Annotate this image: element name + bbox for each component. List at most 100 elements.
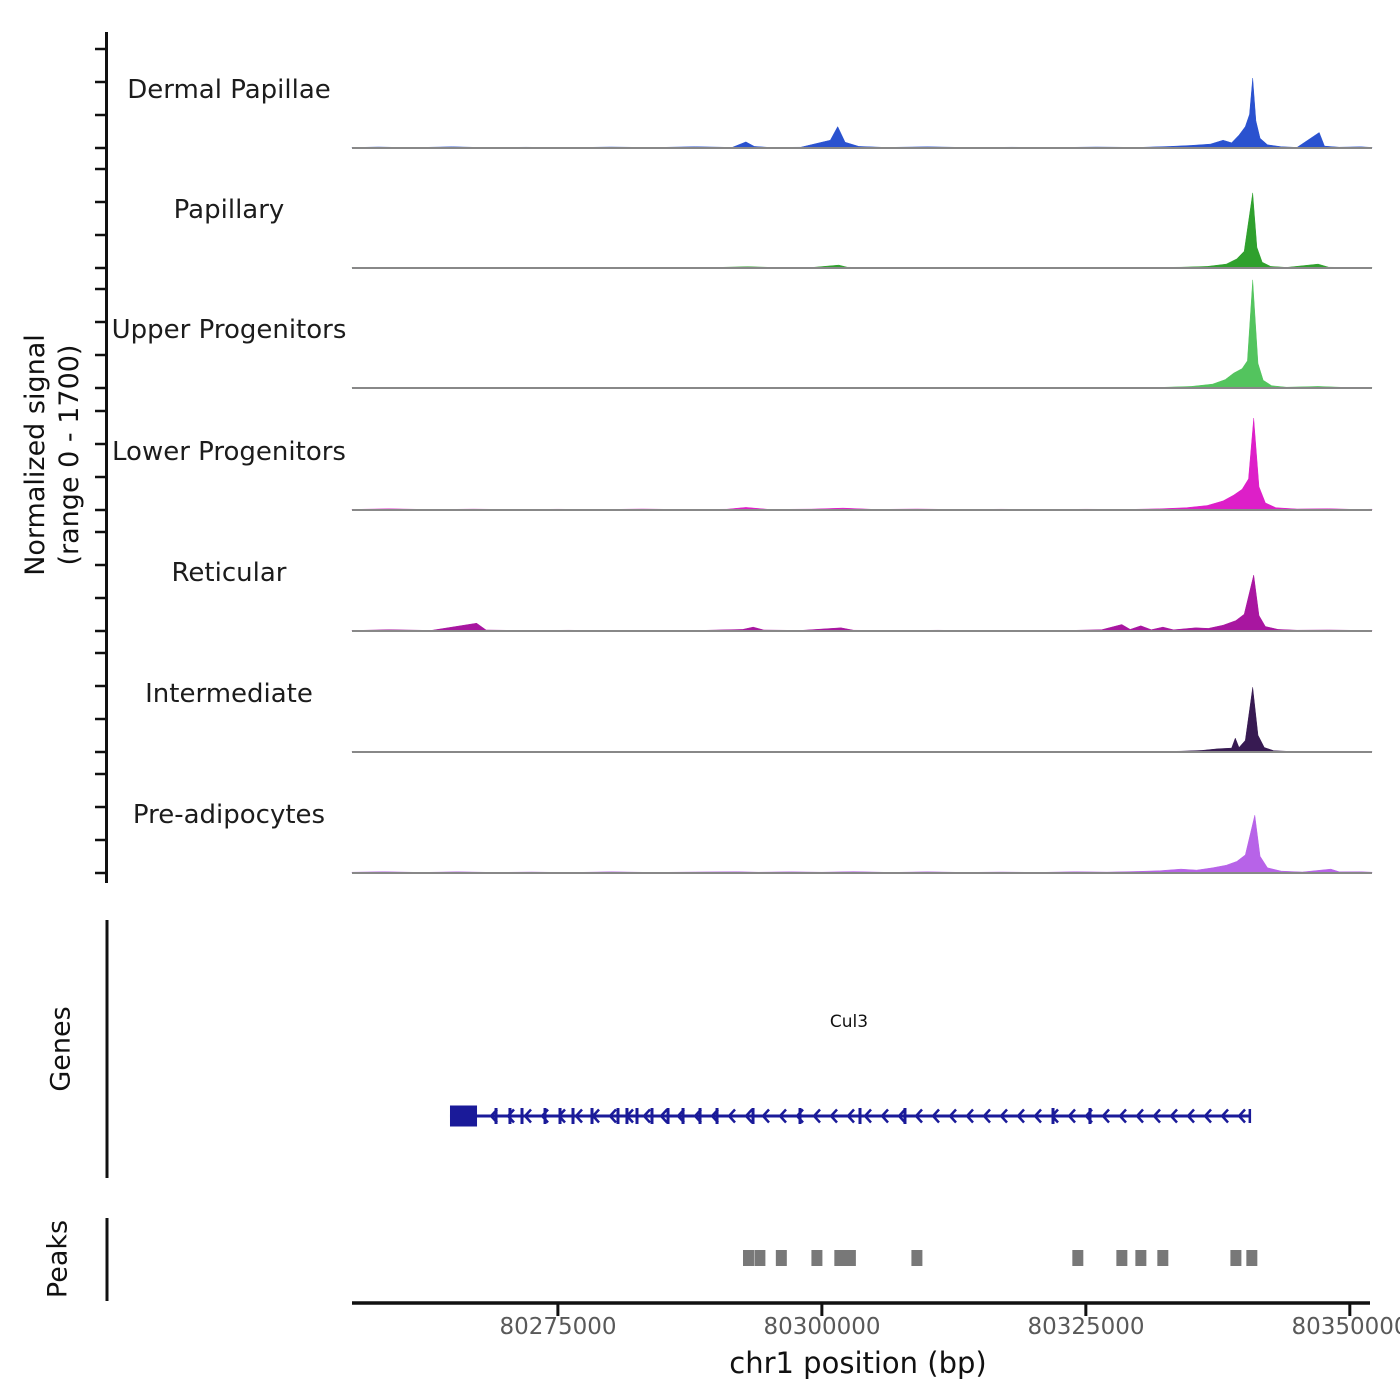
gene-strand-arrow bbox=[897, 1108, 906, 1124]
signal-area-reticular bbox=[351, 574, 1373, 632]
gene-strand-arrow bbox=[931, 1108, 940, 1124]
y-axis-label-line1: Normalized signal bbox=[20, 334, 51, 576]
gene-strand-arrow bbox=[608, 1108, 617, 1124]
gene-exon-tick bbox=[1088, 1108, 1092, 1124]
gene-strand-arrow bbox=[914, 1108, 923, 1124]
gene-strand-arrow bbox=[642, 1108, 651, 1124]
x-tick-label-80300000: 80300000 bbox=[763, 1314, 881, 1340]
peak-box bbox=[743, 1250, 754, 1266]
gene-strand-arrow bbox=[965, 1108, 974, 1124]
gene-strand-arrow bbox=[676, 1108, 685, 1124]
gene-strand-arrow bbox=[863, 1108, 872, 1124]
track-label-pre-adipocytes: Pre-adipocytes bbox=[132, 800, 326, 830]
peaks-section-label: Peaks bbox=[42, 1219, 74, 1299]
gene-exon-tick bbox=[571, 1108, 575, 1124]
gene-exon-tick bbox=[650, 1108, 654, 1124]
peak-box bbox=[1135, 1250, 1147, 1266]
track-label-reticular: Reticular bbox=[171, 558, 287, 588]
gene-strand-arrow bbox=[727, 1108, 736, 1124]
gene-exon-tick bbox=[616, 1108, 620, 1124]
x-axis-title: chr1 position (bp) bbox=[729, 1346, 987, 1380]
gene-strand-arrow bbox=[625, 1108, 634, 1124]
track-label-papillary: Papillary bbox=[173, 195, 285, 225]
y-axis-label: Normalized signal (range 0 - 1700) bbox=[19, 334, 87, 576]
gene-exon-tick bbox=[858, 1108, 862, 1124]
gene-exon-tick bbox=[508, 1108, 512, 1124]
gene-strand-arrow bbox=[557, 1108, 566, 1124]
gene-strand-arrow bbox=[829, 1108, 838, 1124]
peak-box bbox=[1230, 1250, 1242, 1266]
gene-exon-tick bbox=[715, 1108, 719, 1124]
gene-name-cul3: Cul3 bbox=[829, 1012, 869, 1032]
gene-strand-arrow bbox=[1186, 1108, 1195, 1124]
gene-exon-tick bbox=[903, 1108, 907, 1124]
gene-end-cap bbox=[1248, 1109, 1252, 1123]
peak-box bbox=[911, 1250, 923, 1266]
gene-strand-arrow bbox=[1067, 1108, 1076, 1124]
gene-strand-arrow bbox=[999, 1108, 1008, 1124]
gene-strand-arrow bbox=[574, 1108, 583, 1124]
gene-strand-arrow bbox=[591, 1108, 600, 1124]
signal-area-upper-progenitors bbox=[351, 279, 1373, 389]
gene-exon-tick bbox=[681, 1108, 685, 1124]
gene-strand-arrow bbox=[523, 1108, 532, 1124]
track-label-dermal-papillae: Dermal Papillae bbox=[127, 75, 331, 105]
track-label-lower-progenitors: Lower Progenitors bbox=[112, 437, 346, 467]
peak-box bbox=[844, 1250, 856, 1266]
gene-exon-tick bbox=[543, 1108, 547, 1124]
peak-box bbox=[1157, 1250, 1169, 1266]
gene-strand-arrow bbox=[1033, 1108, 1042, 1124]
gene-strand-arrow bbox=[1203, 1108, 1212, 1124]
peak-box bbox=[834, 1250, 846, 1266]
gene-exon-tick bbox=[635, 1108, 639, 1124]
gene-exon-tick bbox=[798, 1108, 802, 1124]
gene-strand-arrow bbox=[812, 1108, 821, 1124]
gene-strand-arrow bbox=[1050, 1108, 1059, 1124]
gene-strand-arrow bbox=[1237, 1108, 1246, 1124]
gene-strand-arrow bbox=[761, 1108, 770, 1124]
gene-exon-tick bbox=[698, 1108, 702, 1124]
y-axis-label-line2: (range 0 - 1700) bbox=[54, 344, 85, 566]
signal-area-papillary bbox=[351, 192, 1373, 269]
gene-strand-arrow bbox=[1101, 1108, 1110, 1124]
gene-strand-arrow bbox=[948, 1108, 957, 1124]
gene-exon-tick bbox=[666, 1108, 670, 1124]
peak-box bbox=[1072, 1250, 1084, 1266]
signal-area-intermediate bbox=[351, 687, 1373, 753]
x-tick-label-80275000: 80275000 bbox=[499, 1314, 617, 1340]
gene-strand-arrow bbox=[795, 1108, 804, 1124]
gene-strand-arrow bbox=[1152, 1108, 1161, 1124]
gene-strand-arrow bbox=[710, 1108, 719, 1124]
gene-strand-arrow bbox=[659, 1108, 668, 1124]
track-label-intermediate: Intermediate bbox=[145, 679, 313, 709]
gene-strand-arrow bbox=[1118, 1108, 1127, 1124]
gene-strand-arrow bbox=[880, 1108, 889, 1124]
gene-exon-tick bbox=[494, 1108, 498, 1124]
peak-box bbox=[1246, 1250, 1258, 1266]
gene-strand-arrow bbox=[744, 1108, 753, 1124]
gene-strand-arrow bbox=[489, 1108, 498, 1124]
peak-box bbox=[1116, 1250, 1128, 1266]
x-tick-label-80350000: 80350000 bbox=[1291, 1314, 1400, 1340]
peak-box bbox=[775, 1250, 787, 1266]
gene-strand-arrow bbox=[1220, 1108, 1229, 1124]
signal-area-pre-adipocytes bbox=[351, 815, 1373, 874]
gene-strand-arrow bbox=[982, 1108, 991, 1124]
gene-strand-arrow bbox=[1084, 1108, 1093, 1124]
gene-strand-arrow bbox=[693, 1108, 702, 1124]
signal-area-lower-progenitors bbox=[351, 418, 1373, 511]
gene-exon-tick bbox=[751, 1108, 755, 1124]
gene-exon-tick bbox=[520, 1108, 524, 1124]
gene-strand-arrow bbox=[540, 1108, 549, 1124]
x-tick-label-80325000: 80325000 bbox=[1027, 1314, 1145, 1340]
gene-strand-arrow bbox=[1016, 1108, 1025, 1124]
gene-strand-arrow bbox=[846, 1108, 855, 1124]
gene-terminal-exon-box bbox=[449, 1105, 478, 1127]
gene-strand-arrow bbox=[778, 1108, 787, 1124]
signal-area-dermal-papillae bbox=[351, 78, 1373, 149]
peak-box bbox=[754, 1250, 766, 1266]
gene-strand-arrow bbox=[506, 1108, 515, 1124]
genes-section-label: Genes bbox=[45, 1006, 77, 1092]
